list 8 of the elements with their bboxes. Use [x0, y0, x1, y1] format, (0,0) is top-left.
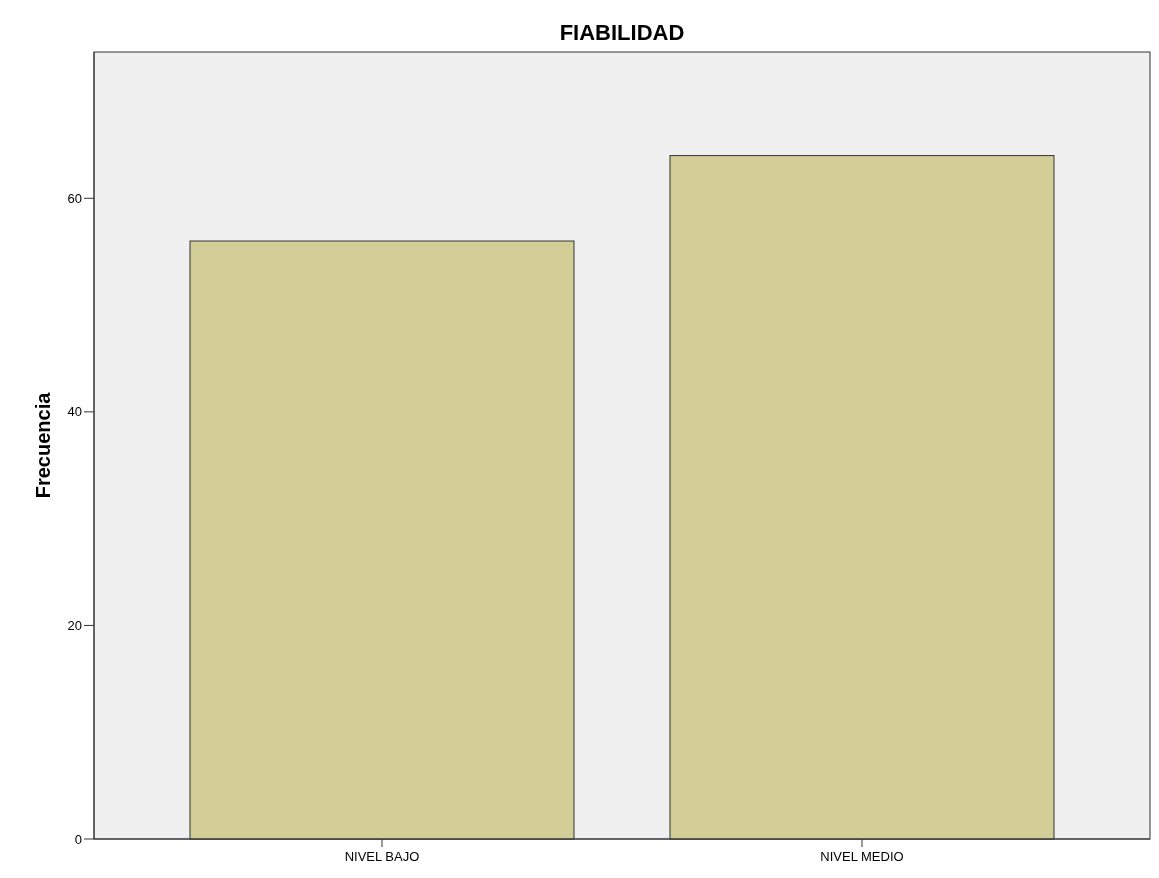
- chart-title: FIABILIDAD: [559, 20, 685, 45]
- x-tick-label: NIVEL MEDIO: [820, 849, 904, 864]
- y-tick-label: 60: [67, 190, 82, 206]
- y-tick-label: 40: [67, 404, 82, 420]
- y-tick-label: 20: [67, 617, 82, 633]
- y-axis-title: Frecuencia: [32, 391, 54, 499]
- y-tick-label: 0: [74, 831, 82, 847]
- x-tick-label: NIVEL BAJO: [344, 849, 420, 864]
